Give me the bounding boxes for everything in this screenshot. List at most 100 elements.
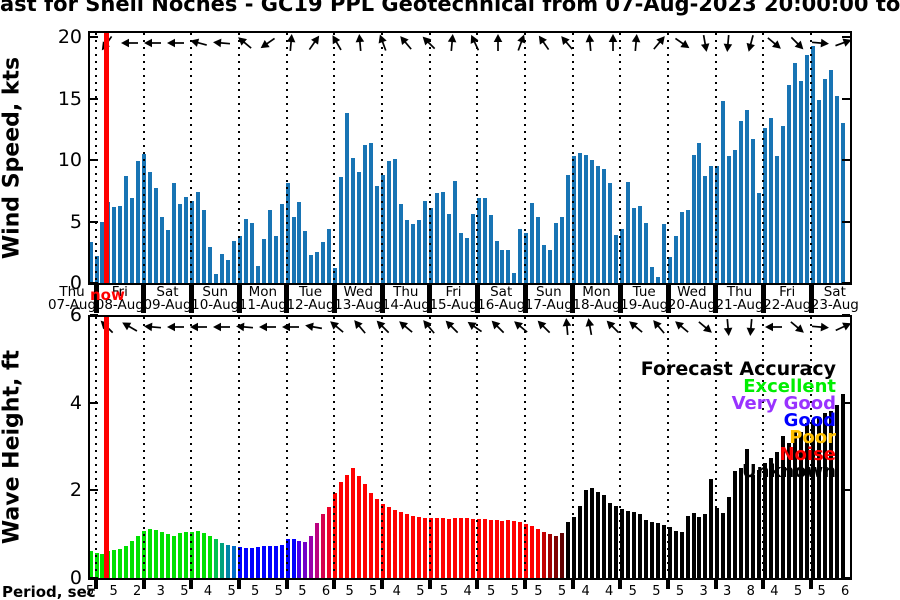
x-axis-tick-bottom — [618, 578, 623, 589]
wind-bar — [231, 241, 236, 283]
wind-bar — [261, 238, 266, 283]
day-gridline — [238, 33, 240, 281]
day-gridline — [476, 33, 479, 281]
wind-bar — [482, 198, 487, 283]
wind-bar — [518, 228, 523, 283]
wave-bar — [607, 502, 612, 578]
wave-direction-arrow — [399, 321, 413, 333]
wave-bar — [763, 463, 768, 578]
wind-bar — [578, 152, 582, 283]
day-name-label: Thu — [59, 284, 85, 300]
wave-bar — [357, 476, 362, 578]
wind-bar — [243, 219, 248, 283]
wave-bar — [393, 509, 397, 578]
wind-bar — [357, 172, 362, 283]
wind-bar — [685, 210, 690, 283]
wind-bar — [464, 237, 469, 283]
wind-bar — [655, 276, 660, 284]
wind-bar — [745, 109, 750, 283]
wave-bar — [381, 503, 385, 578]
wave-chart-frame — [88, 315, 852, 580]
wave-bar — [446, 518, 451, 578]
wave-y-tick — [842, 577, 850, 579]
wind-y-tick-label: 15 — [57, 87, 82, 110]
wind-bar — [249, 222, 254, 283]
wave-bar — [560, 533, 565, 578]
day-gridline — [95, 33, 97, 281]
wind-direction-arrow — [260, 37, 276, 49]
wave-bar — [112, 549, 117, 578]
wave-bar — [291, 538, 296, 578]
wave-bar — [697, 516, 702, 578]
wave-bar — [130, 540, 135, 578]
x-axis-tick-bottom — [94, 578, 98, 589]
wave-bar — [207, 536, 212, 578]
wave-bar — [578, 505, 582, 578]
wind-bar — [207, 247, 212, 283]
day-name-label: Sun — [535, 284, 562, 300]
wind-bar — [572, 156, 577, 283]
x-axis-tick — [188, 284, 194, 313]
wind-direction-arrow — [400, 36, 412, 50]
wave-bar — [422, 517, 427, 578]
day-gridline — [714, 33, 717, 281]
wave-direction-arrow — [122, 322, 138, 332]
wind-y-tick — [842, 159, 850, 161]
now-line — [104, 33, 109, 283]
period-value: 2 — [133, 584, 142, 599]
wave-bar — [745, 448, 750, 578]
wind-y-tick — [90, 282, 98, 284]
wind-bar — [172, 183, 177, 283]
wave-bar — [321, 514, 326, 578]
period-value: 5 — [439, 584, 449, 599]
day-gridline — [524, 33, 526, 281]
wave-direction-arrow — [354, 320, 366, 334]
period-value: 3 — [699, 584, 708, 599]
wave-bar — [369, 492, 374, 578]
period-value: 5 — [628, 584, 637, 599]
wind-bar — [166, 230, 171, 283]
wind-bar — [148, 172, 153, 283]
wave-bar — [416, 516, 421, 578]
legend-entry-unknown: Unknown — [741, 461, 836, 482]
wind-bar — [769, 118, 774, 283]
wave-bar — [243, 548, 248, 578]
period-value: 5 — [510, 584, 519, 599]
wind-bar — [118, 205, 123, 283]
day-date-label: 19-Aug — [620, 297, 669, 313]
wind-bar — [327, 228, 332, 283]
day-date-label: 13-Aug — [334, 297, 383, 313]
wind-y-tick-label: 5 — [69, 210, 82, 233]
wind-bar — [494, 241, 499, 283]
wave-bar — [685, 515, 690, 578]
wave-direction-arrow — [537, 320, 551, 334]
day-gridline — [571, 33, 574, 281]
wind-bar — [548, 249, 553, 283]
wave-bar — [387, 507, 391, 578]
period-value: 4 — [605, 584, 614, 599]
day-name-label: Fri — [445, 284, 462, 300]
day-name-label: Sat — [490, 284, 513, 300]
wind-bar — [703, 176, 708, 283]
wind-bar — [476, 198, 481, 283]
day-date-label: 14-Aug — [381, 297, 430, 313]
wave-bar — [536, 528, 541, 578]
wave-bar — [798, 431, 803, 578]
wave-bar — [661, 525, 666, 578]
wave-bar — [398, 512, 403, 578]
period-value: 6 — [321, 584, 331, 599]
wind-bar — [739, 120, 744, 283]
x-axis-tick — [570, 284, 576, 313]
wave-bar — [476, 519, 481, 578]
wind-bar — [255, 265, 260, 283]
x-axis-tick-bottom — [475, 578, 480, 589]
wave-bar — [148, 528, 153, 578]
wind-bar — [315, 252, 320, 284]
day-date-label: 21-Aug — [715, 297, 764, 313]
wind-bar — [590, 160, 594, 283]
wave-y-tick — [90, 401, 98, 404]
wind-direction-arrow — [811, 38, 829, 48]
x-axis-tick-bottom — [380, 578, 384, 589]
wind-bar — [416, 220, 421, 283]
day-gridline — [333, 33, 336, 281]
